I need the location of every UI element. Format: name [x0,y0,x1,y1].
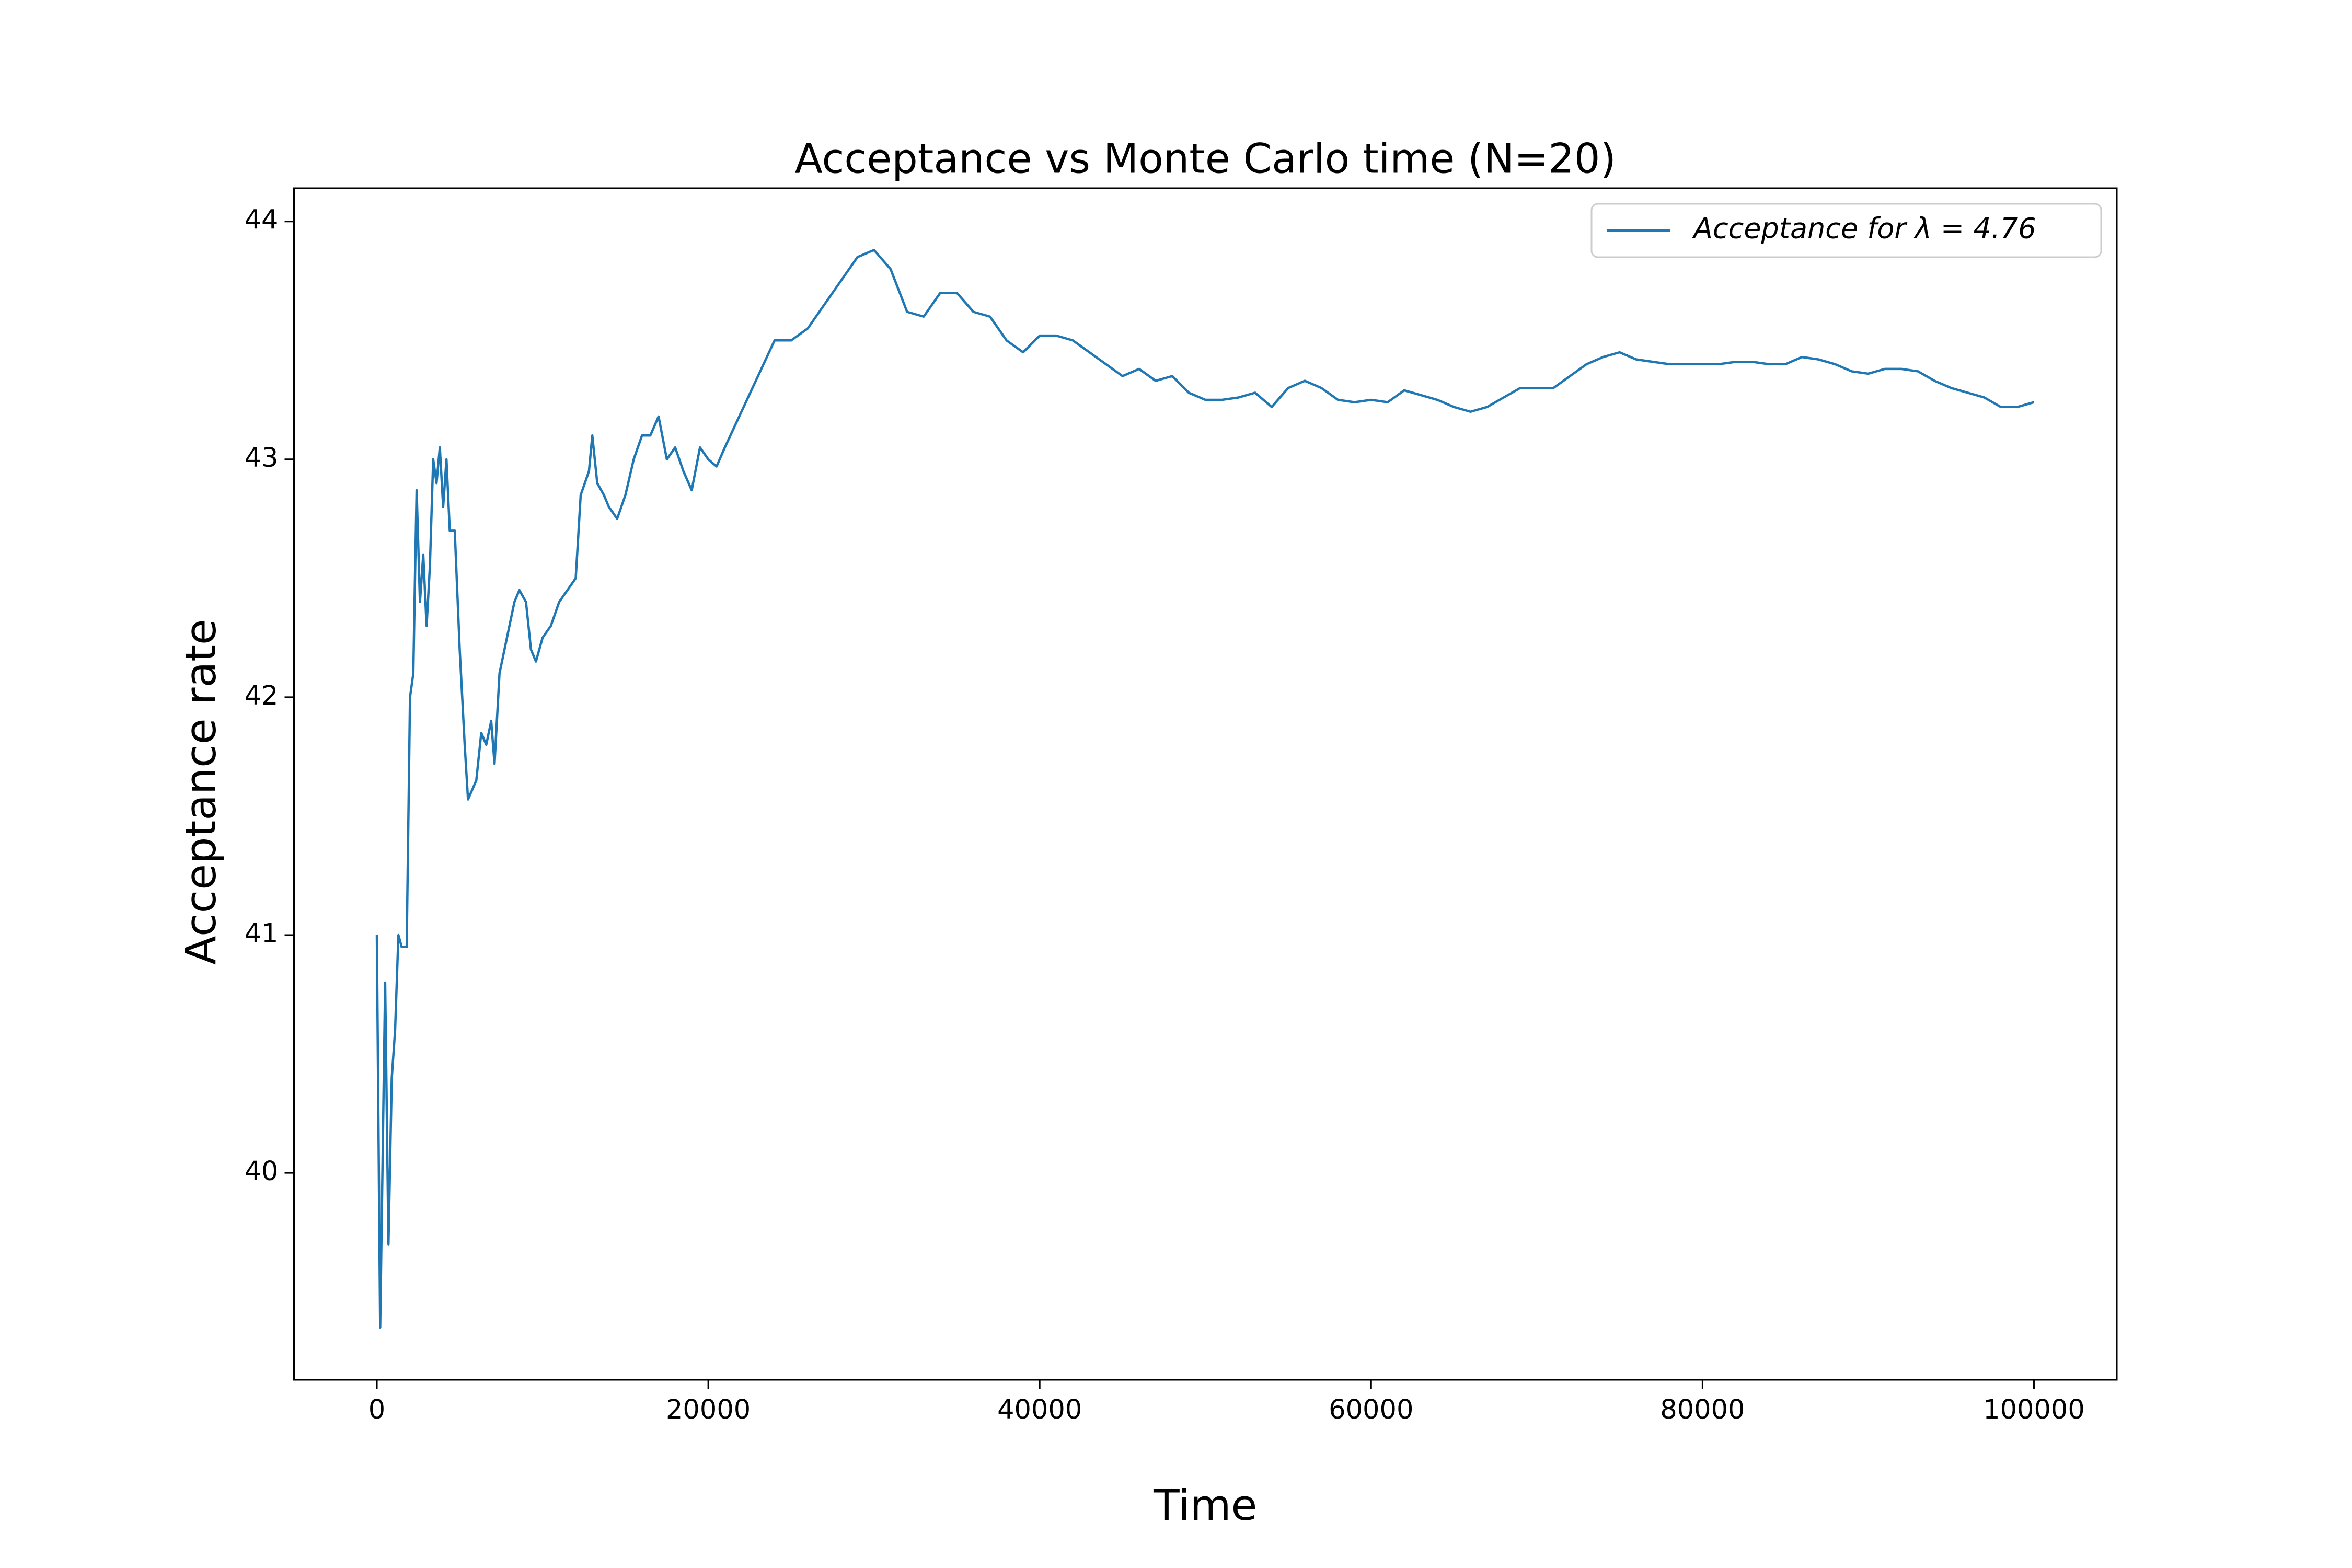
chart-title: Acceptance vs Monte Carlo time (N=20) [794,135,1616,182]
y-tick-label: 43 [245,443,279,474]
x-tick-label: 40000 [997,1394,1082,1425]
y-tick-label: 42 [245,681,279,711]
x-axis-label: Time [1153,1481,1257,1530]
y-axis-label: Acceptance rate [177,619,226,965]
legend-label: Acceptance for λ = 4.76 [1692,212,2036,245]
x-tick-label: 80000 [1660,1394,1745,1425]
y-tick-label: 44 [245,205,279,236]
x-tick-label: 60000 [1329,1394,1413,1425]
legend-box [1590,203,2102,258]
y-tick-label: 41 [245,918,279,949]
y-tick-label: 40 [245,1156,279,1187]
data-line [375,249,2035,1329]
x-tick-label: 20000 [666,1394,751,1425]
x-tick-label: 0 [368,1394,385,1425]
legend: Acceptance for λ = 4.76 [1590,203,2102,258]
plot-frame [293,187,2118,1381]
x-tick-label: 100000 [1983,1394,2085,1425]
